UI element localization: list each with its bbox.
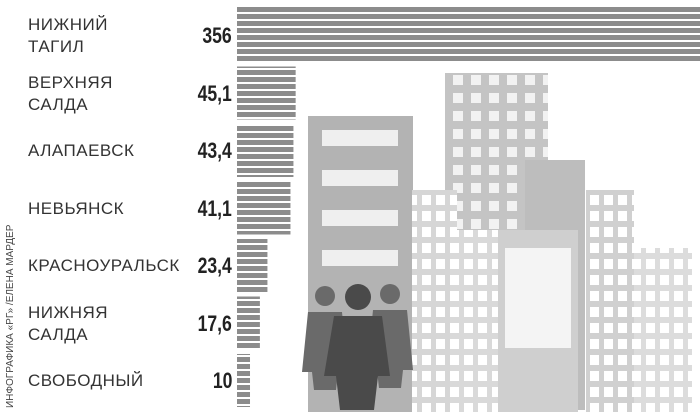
- value-label: 41,1: [198, 196, 232, 222]
- bar: [237, 297, 260, 350]
- credit: ИНФОГРАФИКА «РГ» /ЕЛЕНА МАРДЕР: [5, 225, 16, 408]
- bar: [237, 182, 290, 235]
- category-label: НЕВЬЯНСК: [28, 198, 124, 220]
- category-label: НИЖНИЙ ТАГИЛ: [28, 14, 108, 58]
- category-label: ВЕРХНЯЯ САЛДА: [28, 72, 113, 116]
- category-label: НИЖНЯЯ САЛДА: [28, 302, 108, 346]
- bar: [237, 239, 267, 292]
- value-label: 45,1: [198, 81, 232, 107]
- bar: [237, 5, 700, 62]
- illustration: [302, 73, 692, 412]
- value-label: 10: [212, 368, 232, 394]
- bar: [237, 124, 293, 177]
- category-label: КРАСНОУРАЛЬСК: [28, 255, 180, 277]
- category-label: СВОБОДНЫЙ: [28, 370, 144, 392]
- value-label: 356: [203, 23, 232, 49]
- bar: [237, 354, 250, 407]
- value-label: 43,4: [198, 138, 232, 164]
- chart: ИНФОГРАФИКА «РГ» /ЕЛЕНА МАРДЕР НИЖНИЙ ТА…: [0, 0, 700, 412]
- value-label: 23,4: [198, 253, 232, 279]
- value-label: 17,6: [198, 311, 232, 337]
- category-label: АЛАПАЕВСК: [28, 140, 134, 162]
- bar: [237, 67, 296, 120]
